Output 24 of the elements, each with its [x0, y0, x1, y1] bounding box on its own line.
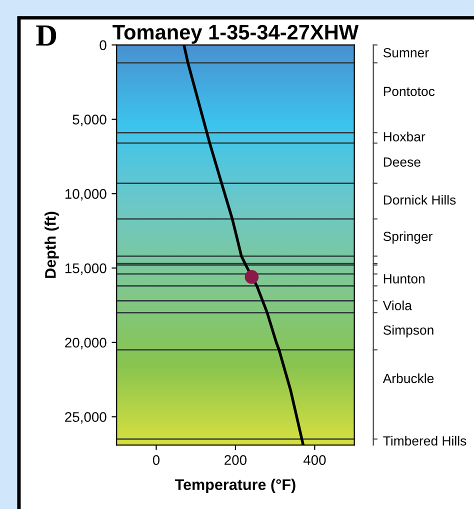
x-axis-title: Temperature (°F) — [174, 478, 296, 494]
ref-line-label: Viola — [382, 300, 412, 310]
y-tick-label: 20,000 — [65, 338, 106, 350]
ref-line-label: Pontotoc — [384, 86, 435, 96]
y-tick-label: 10,000 — [65, 189, 106, 200]
y-tick-label: 0 — [100, 40, 106, 50]
chart-title: Tomaney 1-35-34-27XHW — [112, 24, 359, 44]
ref-line-label: Dornick Hills — [384, 194, 456, 205]
ref-line-label: Arbuckle — [382, 373, 434, 384]
y-tick-label: 25,000 — [65, 412, 106, 424]
ref-line-label: Hoxbar — [384, 132, 426, 142]
ref-line-label: Deese — [384, 158, 420, 167]
y-axis-title: Depth (ft) — [44, 212, 59, 278]
ref-line-label: Sumner — [383, 48, 429, 58]
y-tick-label: 5,000 — [72, 114, 106, 126]
ref-line-label: Hunton — [384, 274, 425, 284]
x-tick-label: 0 — [152, 455, 160, 465]
ref-line-label: Springer — [383, 231, 432, 244]
text: D — [36, 26, 56, 46]
x-tick-label: 200 — [224, 455, 247, 465]
x-tick-label: 400 — [303, 455, 326, 465]
ref-line-label: Timbered Hills — [383, 436, 466, 446]
ref-line-label: Simpson — [383, 325, 434, 338]
y-tick-label: 15,000 — [65, 263, 106, 275]
